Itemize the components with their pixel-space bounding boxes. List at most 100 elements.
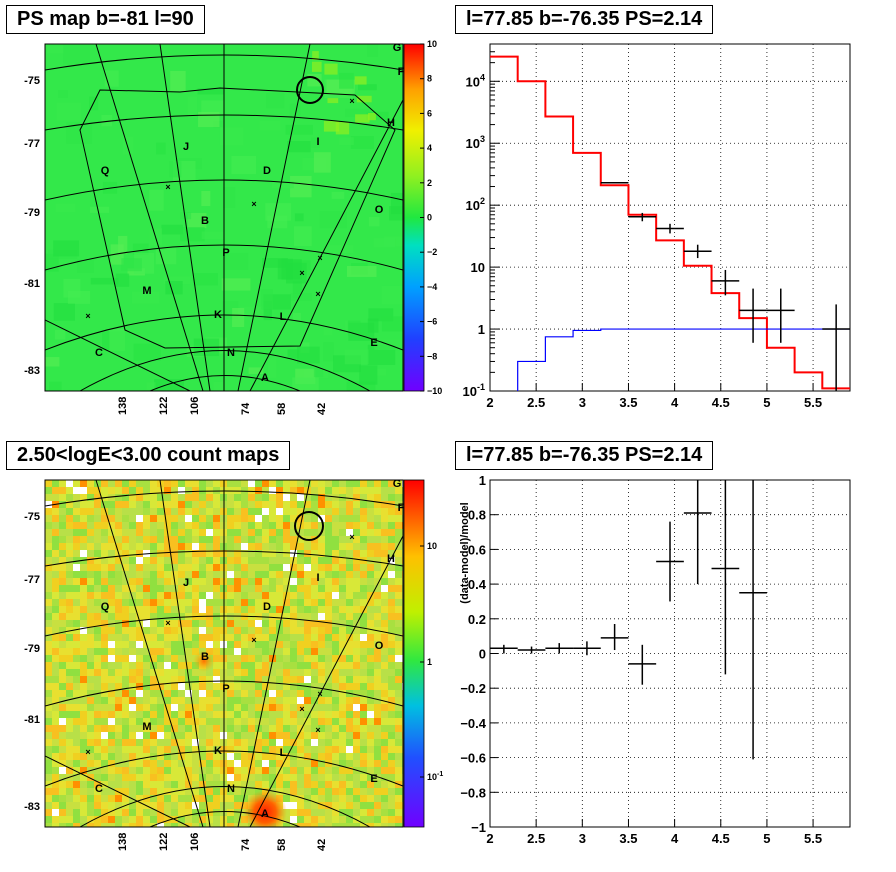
count-map-pixel <box>304 732 311 739</box>
count-map-pixel <box>395 550 402 557</box>
count-map-pixel <box>157 648 164 655</box>
count-map-pixel <box>248 655 255 662</box>
count-map-pixel <box>234 774 241 781</box>
count-map-pixel <box>157 711 164 718</box>
count-map-pixel <box>206 802 213 809</box>
ps-map-patch <box>311 137 320 148</box>
count-map-pixel <box>241 690 248 697</box>
count-map-pixel <box>276 697 283 704</box>
count-map-pixel <box>59 501 66 508</box>
count-map-pixel <box>325 599 332 606</box>
count-map-pixel <box>66 781 73 788</box>
count-map-pixel <box>395 487 402 494</box>
count-map-pixel <box>66 564 73 571</box>
count-map-pixel <box>255 515 262 522</box>
count-map-pixel <box>374 690 381 697</box>
count-map-pixel <box>206 578 213 585</box>
count-map-pixel <box>143 746 150 753</box>
count-map-pixel <box>108 613 115 620</box>
count-map-pixel <box>255 522 262 529</box>
count-map-pixel <box>150 648 157 655</box>
count-map-pixel <box>318 697 325 704</box>
count-map-pixel <box>262 613 269 620</box>
count-map-pixel <box>395 739 402 746</box>
count-map-pixel <box>213 739 220 746</box>
count-map-pixel <box>52 641 59 648</box>
count-map-pixel <box>381 620 388 627</box>
ps-map-patch <box>192 273 218 286</box>
count-map-pixel <box>150 690 157 697</box>
count-map-pixel <box>213 816 220 823</box>
residual-y-tick-label: 0.8 <box>468 508 486 523</box>
count-map-pixel <box>297 529 304 536</box>
count-map-pixel <box>143 774 150 781</box>
count-map-pixel <box>395 515 402 522</box>
count-map-pixel <box>171 662 178 669</box>
count-map-pixel <box>318 753 325 760</box>
count-map-pixel <box>122 760 129 767</box>
count-map-pixel <box>297 669 304 676</box>
count-map-pixel <box>395 648 402 655</box>
count-map-pixel <box>262 501 269 508</box>
count-map-pixel <box>185 536 192 543</box>
count-map-pixel <box>269 543 276 550</box>
count-map-pixel <box>262 564 269 571</box>
ps-map-patch <box>201 100 224 115</box>
count-map-pixel <box>262 627 269 634</box>
count-map-pixel <box>122 767 129 774</box>
count-map-pixel <box>94 669 101 676</box>
count-map-pixel <box>164 781 171 788</box>
count-map-pixel <box>101 732 108 739</box>
count-map-pixel <box>248 557 255 564</box>
count-map-pixel <box>234 760 241 767</box>
count-map-pixel <box>395 571 402 578</box>
count-map-pixel <box>311 522 318 529</box>
count-map-pixel <box>388 816 395 823</box>
count-map-pixel <box>360 781 367 788</box>
count-map-pixel <box>374 536 381 543</box>
count-map-pixel <box>304 550 311 557</box>
count-map-pixel <box>353 536 360 543</box>
count-map-pixel <box>367 669 374 676</box>
count-map-pixel <box>311 487 318 494</box>
count-map-pixel <box>283 683 290 690</box>
count-map-pixel <box>94 823 101 827</box>
count-map-pixel <box>346 697 353 704</box>
count-map-pixel <box>262 781 269 788</box>
count-map-pixel <box>199 515 206 522</box>
count-map-pixel <box>206 781 213 788</box>
count-map-pixel <box>367 774 374 781</box>
count-map-pixel <box>122 774 129 781</box>
count-map-pixel <box>143 648 150 655</box>
count-map-pixel <box>199 543 206 550</box>
count-map-pixel <box>234 480 241 487</box>
count-map-pixel <box>122 480 129 487</box>
count-map-pixel <box>318 585 325 592</box>
count-map-pixel <box>80 809 87 816</box>
count-map-pixel <box>136 739 143 746</box>
count-map-pixel <box>311 781 318 788</box>
count-map-pixel <box>325 774 332 781</box>
count-map-pixel <box>192 683 199 690</box>
count-map-pixel <box>290 683 297 690</box>
count-map-pixel <box>262 732 269 739</box>
count-map-pixel <box>59 648 66 655</box>
count-map-pixel <box>353 634 360 641</box>
count-map-pixel <box>185 599 192 606</box>
ps-map-patch <box>368 217 380 227</box>
count-map-pixel <box>192 564 199 571</box>
count-map-pixel <box>94 781 101 788</box>
source-label-k: K <box>214 309 222 321</box>
count-map-pixel <box>115 690 122 697</box>
count-map-pixel <box>276 522 283 529</box>
count-map-pixel <box>255 683 262 690</box>
ps-map-patch <box>292 312 301 321</box>
count-map-pixel <box>304 620 311 627</box>
source-label-c: C <box>95 783 103 795</box>
ps-map-patch <box>272 181 294 189</box>
count-map-pixel <box>339 613 346 620</box>
count-map-pixel <box>101 571 108 578</box>
count-map-pixel <box>136 823 143 827</box>
count-map-pixel <box>129 578 136 585</box>
count-map-pixel <box>66 788 73 795</box>
